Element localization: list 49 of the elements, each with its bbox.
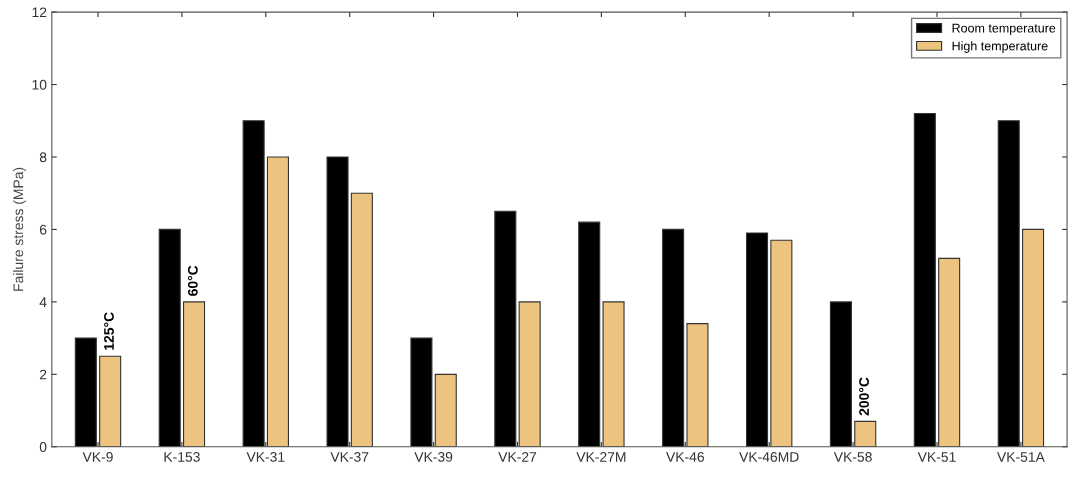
bar <box>74 337 97 447</box>
bar <box>158 228 181 447</box>
annotation: 200°C <box>859 377 869 416</box>
bar <box>578 221 601 447</box>
y-tick-label: 4 <box>39 297 47 307</box>
bar <box>662 228 685 447</box>
bar <box>686 323 709 447</box>
bar <box>410 337 433 447</box>
bar <box>350 192 373 447</box>
x-tick-label: VK-37 <box>330 452 369 462</box>
bar <box>854 420 877 447</box>
bar <box>997 120 1020 447</box>
x-tick-label: VK-46 <box>666 452 704 462</box>
y-tick-label: 2 <box>39 369 47 380</box>
x-tick-label: K-153 <box>164 452 200 462</box>
bar <box>266 156 289 447</box>
bar <box>434 373 457 447</box>
y-tick-label: 8 <box>39 152 47 163</box>
bar <box>938 257 961 447</box>
annotation: 60°C <box>187 265 198 296</box>
bar <box>1022 228 1045 447</box>
x-tick-label: VK-9 <box>82 452 113 462</box>
y-tick-label: 6 <box>39 224 47 235</box>
bar <box>770 239 793 447</box>
bar <box>913 112 936 447</box>
x-tick-label: VK-51 <box>917 452 956 462</box>
x-tick-label: VK-46MD <box>739 452 799 462</box>
bar <box>242 120 265 447</box>
bar <box>494 210 517 447</box>
x-tick-label: VK-58 <box>833 452 872 462</box>
x-tick-label: VK-31 <box>246 452 285 462</box>
x-tick-label: VK-27M <box>576 452 626 462</box>
annotation: 125°C <box>104 312 114 350</box>
x-tick-label: VK-51A <box>997 452 1045 462</box>
y-tick-label: 0 <box>39 442 47 452</box>
bar <box>183 301 206 447</box>
legend-label: High temperature <box>952 41 1048 53</box>
x-tick-label: VK-27 <box>498 452 537 462</box>
y-tick-label: 12 <box>32 7 47 18</box>
bar <box>99 355 122 447</box>
legend-label: Room temperature <box>952 23 1056 35</box>
y-tick-label: 10 <box>32 79 47 90</box>
bar <box>326 156 349 447</box>
bar <box>518 301 541 447</box>
bar <box>829 301 852 447</box>
y-axis-title: Failure stress (MPa) <box>13 167 26 291</box>
bar <box>745 232 769 447</box>
bar <box>602 301 625 447</box>
x-tick-label: VK-39 <box>414 452 453 462</box>
